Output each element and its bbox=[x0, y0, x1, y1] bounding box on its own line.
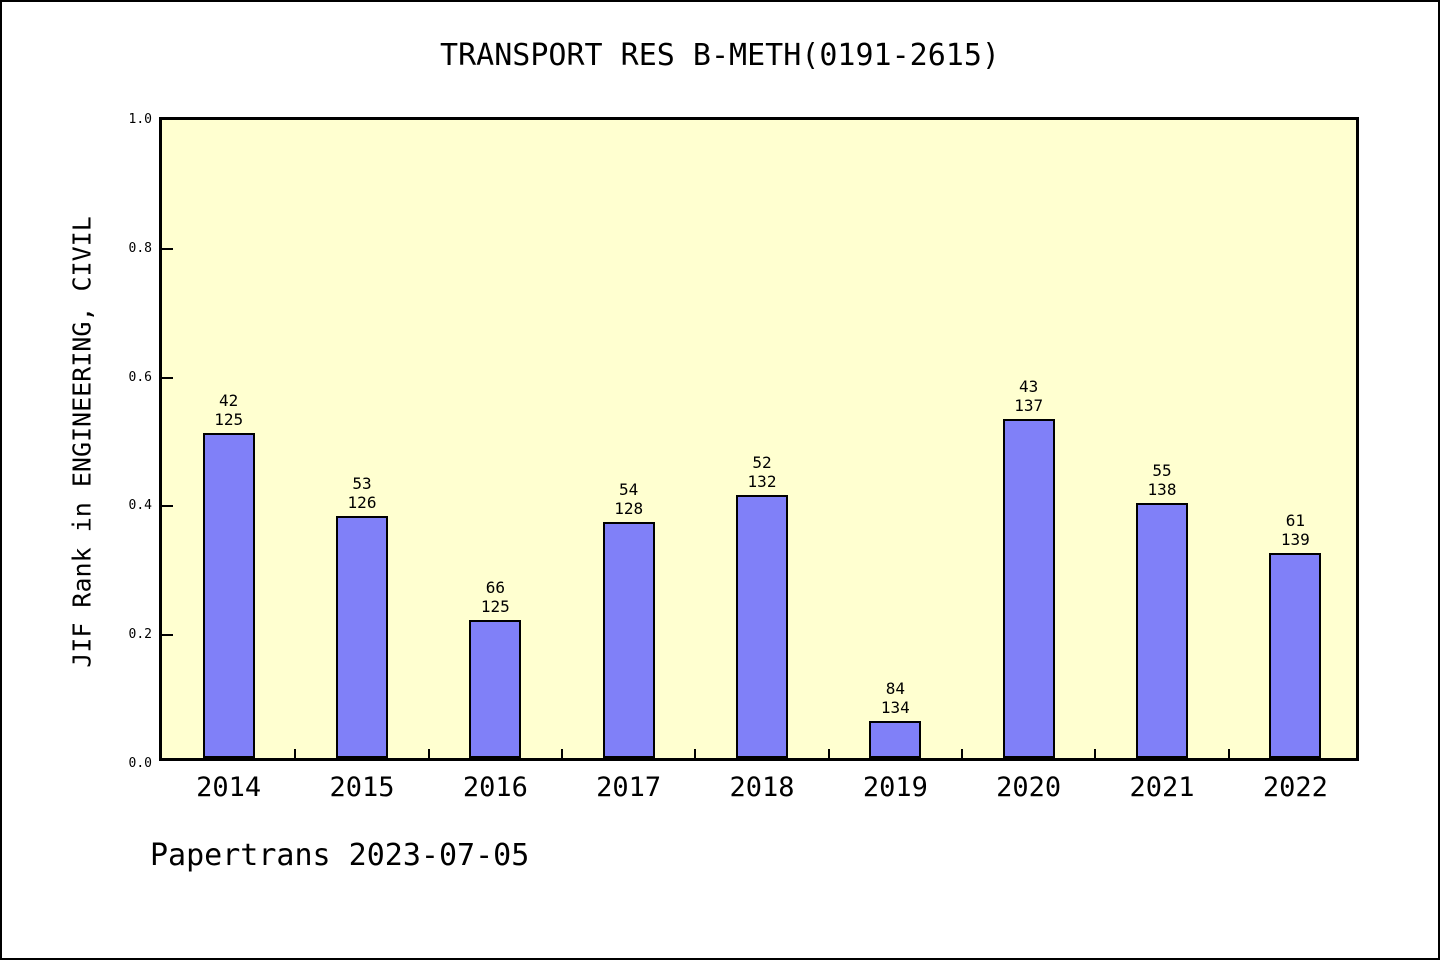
chart-title: TRANSPORT RES B-METH(0191-2615) bbox=[440, 38, 1000, 73]
bar-rank-2017: 54 bbox=[619, 480, 639, 499]
x-tick-label-2015: 2015 bbox=[329, 772, 395, 803]
bar-2018 bbox=[736, 495, 788, 758]
bar-rank-2022: 61 bbox=[1285, 511, 1305, 530]
bar-rank-2014: 42 bbox=[219, 391, 239, 410]
bar-2015 bbox=[336, 516, 388, 758]
bar-annotation-2015: 53 126 bbox=[302, 474, 422, 512]
x-minor-tick bbox=[561, 749, 563, 758]
bar-rank-2015: 53 bbox=[352, 474, 372, 493]
bar-2022 bbox=[1269, 553, 1322, 758]
bar-total-2021: 138 bbox=[1147, 480, 1177, 499]
y-tick-label: 0.0 bbox=[128, 756, 152, 771]
x-minor-tick bbox=[827, 749, 830, 758]
x-tick-label-2017: 2017 bbox=[596, 772, 662, 803]
y-tick bbox=[162, 376, 173, 379]
plot-area: JIF Rank in ENGINEERING, CIVIL 0.0 0.2 0.4… bbox=[68, 112, 1359, 803]
bar-rank-2020: 43 bbox=[1019, 377, 1039, 396]
y-tick-label: 1.0 bbox=[128, 112, 152, 127]
y-tick bbox=[162, 247, 173, 250]
bar-rank-2019: 84 bbox=[885, 679, 905, 698]
bar-annotation-2022: 61 139 bbox=[1235, 511, 1355, 549]
x-minor-tick bbox=[694, 749, 697, 758]
bar-annotation-2014: 42 125 bbox=[169, 391, 289, 429]
x-minor-tick bbox=[427, 749, 430, 758]
x-minor-tick bbox=[294, 749, 297, 758]
y-tick bbox=[162, 505, 173, 508]
x-tick-label-2019: 2019 bbox=[862, 772, 928, 803]
y-tick-label: 0.6 bbox=[128, 369, 152, 385]
bar-2016 bbox=[469, 620, 522, 758]
bar-total-2019: 134 bbox=[880, 698, 910, 717]
bar-annotation-2018: 52 132 bbox=[702, 453, 822, 491]
x-tick-label-2016: 2016 bbox=[462, 772, 528, 803]
x-tick-label-2020: 2020 bbox=[996, 772, 1062, 803]
y-tick-label: 0.4 bbox=[128, 498, 152, 514]
bar-annotation-2020: 43 137 bbox=[969, 377, 1089, 415]
bar-total-2016: 125 bbox=[480, 597, 510, 616]
x-minor-tick bbox=[1227, 749, 1230, 758]
watermark-text: Papertrans 2023-07-05 bbox=[150, 838, 530, 873]
bar-rank-2018: 52 bbox=[752, 453, 772, 472]
x-minor-tick bbox=[961, 749, 963, 758]
bar-total-2022: 139 bbox=[1280, 530, 1310, 549]
bar-annotation-2017: 54 128 bbox=[569, 480, 689, 518]
bar-2019 bbox=[869, 721, 922, 758]
x-tick-label-2022: 2022 bbox=[1262, 772, 1328, 803]
bar-total-2017: 128 bbox=[614, 499, 644, 518]
bar-2017 bbox=[602, 522, 655, 758]
x-tick-label-2021: 2021 bbox=[1129, 772, 1195, 803]
bar-total-2014: 125 bbox=[214, 410, 244, 429]
bar-total-2015: 126 bbox=[347, 493, 377, 512]
bar-total-2020: 137 bbox=[1014, 396, 1044, 415]
bar-annotation-2016: 66 125 bbox=[435, 578, 555, 616]
x-tick-label-2018: 2018 bbox=[729, 772, 795, 803]
bar-annotation-2021: 55 138 bbox=[1102, 461, 1222, 499]
bar-annotation-2019: 84 134 bbox=[835, 679, 955, 717]
bar-2014 bbox=[202, 433, 255, 758]
y-axis-title: JIF Rank in ENGINEERING, CIVIL bbox=[67, 216, 97, 668]
bar-2021 bbox=[1136, 503, 1188, 758]
bar-rank-2021: 55 bbox=[1152, 461, 1172, 480]
y-tick-label: 0.8 bbox=[128, 240, 152, 256]
bar-rank-2016: 66 bbox=[485, 578, 505, 597]
y-tick bbox=[162, 634, 173, 637]
y-tick-label: 0.2 bbox=[128, 627, 152, 643]
bar-total-2018: 132 bbox=[747, 472, 777, 491]
bar-2020 bbox=[1002, 419, 1055, 758]
x-tick-label-2014: 2014 bbox=[196, 772, 262, 803]
x-minor-tick bbox=[1094, 749, 1097, 758]
